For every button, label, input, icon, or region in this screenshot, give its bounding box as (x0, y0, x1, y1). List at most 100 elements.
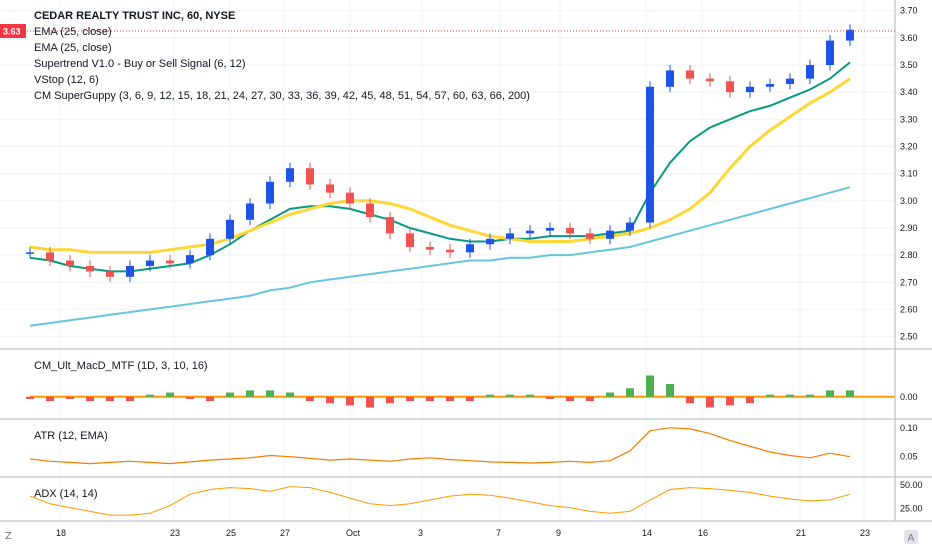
macd-bar[interactable] (406, 396, 414, 402)
macd-bar[interactable] (686, 396, 694, 404)
legend-ema-2[interactable]: EMA (25, close) (34, 42, 112, 54)
macd-bar[interactable] (506, 394, 514, 397)
adx-panel[interactable] (29, 486, 851, 516)
macd-bar[interactable] (546, 396, 554, 399)
candle-body[interactable] (166, 260, 174, 264)
macd-bar[interactable] (166, 392, 174, 397)
candle-body[interactable] (586, 233, 594, 239)
legend-supertrend[interactable]: Supertrend V1.0 - Buy or Sell Signal (6,… (34, 58, 246, 70)
legend-atr[interactable]: ATR (12, EMA) (34, 430, 108, 442)
macd-bar[interactable] (846, 390, 854, 397)
macd-bar[interactable] (826, 390, 834, 397)
price-panel[interactable] (26, 24, 854, 327)
candle-body[interactable] (826, 40, 834, 66)
atr-panel[interactable] (29, 427, 851, 465)
macd-bar[interactable] (86, 396, 94, 402)
candle-body[interactable] (366, 203, 374, 218)
macd-bar[interactable] (646, 375, 654, 397)
macd-bar[interactable] (366, 396, 374, 408)
macd-bar[interactable] (566, 396, 574, 402)
candle-body[interactable] (286, 168, 294, 182)
candle-body[interactable] (606, 230, 614, 239)
candle-body[interactable] (806, 65, 814, 79)
macd-bar[interactable] (306, 396, 314, 402)
candle-body[interactable] (786, 78, 794, 85)
candle-body[interactable] (566, 227, 574, 234)
macd-bar[interactable] (266, 390, 274, 397)
legend-ema-1[interactable]: EMA (25, close) (34, 26, 112, 38)
candle-body[interactable] (466, 244, 474, 253)
macd-bar[interactable] (706, 396, 714, 408)
macd-bar[interactable] (286, 392, 294, 397)
legend-guppy[interactable]: CM SuperGuppy (3, 6, 9, 12, 15, 18, 21, … (34, 90, 530, 102)
candle-body[interactable] (386, 217, 394, 234)
legend-macd[interactable]: CM_Ult_MacD_MTF (1D, 3, 10, 16) (34, 360, 208, 372)
macd-bar[interactable] (346, 396, 354, 406)
macd-bar[interactable] (526, 394, 534, 397)
candle-body[interactable] (726, 81, 734, 93)
candle-body[interactable] (626, 222, 634, 231)
macd-bar[interactable] (326, 396, 334, 404)
macd-bar[interactable] (106, 396, 114, 402)
candle-body[interactable] (766, 84, 774, 87)
candle-body[interactable] (406, 233, 414, 247)
candle-body[interactable] (186, 255, 194, 264)
series-line-1[interactable] (29, 61, 851, 273)
auto-scale-icon[interactable] (904, 530, 918, 544)
last-price-badge[interactable] (0, 24, 26, 38)
candle-body[interactable] (546, 227, 554, 231)
legend-vstop[interactable]: VStop (12, 6) (34, 74, 99, 86)
macd-bar[interactable] (746, 396, 754, 404)
candle-body[interactable] (146, 260, 154, 266)
candle-body[interactable] (506, 233, 514, 239)
macd-bar[interactable] (386, 396, 394, 404)
candle-body[interactable] (26, 252, 34, 254)
macd-bar[interactable] (226, 392, 234, 397)
series-line-2[interactable] (29, 77, 851, 254)
candle-body[interactable] (426, 246, 434, 250)
candle-body[interactable] (306, 168, 314, 185)
macd-bar[interactable] (786, 394, 794, 397)
macd-bar[interactable] (466, 396, 474, 402)
macd-bar[interactable] (446, 396, 454, 402)
macd-bar[interactable] (626, 388, 634, 397)
log-scale-icon[interactable]: Z (5, 531, 12, 542)
macd-bar[interactable] (186, 396, 194, 399)
macd-bar[interactable] (806, 394, 814, 397)
symbol-title[interactable]: CEDAR REALTY TRUST INC, 60, NYSE (34, 10, 235, 22)
candle-body[interactable] (666, 70, 674, 87)
atr-line[interactable] (29, 427, 851, 465)
candle-body[interactable] (346, 192, 354, 204)
candle-body[interactable] (246, 203, 254, 220)
legend-adx[interactable]: ADX (14, 14) (34, 488, 98, 500)
candle-body[interactable] (226, 219, 234, 239)
candle-body[interactable] (746, 86, 754, 93)
macd-bar[interactable] (206, 396, 214, 402)
candle-body[interactable] (66, 260, 74, 266)
candle-body[interactable] (266, 181, 274, 204)
candle-body[interactable] (126, 265, 134, 277)
macd-bar[interactable] (726, 396, 734, 406)
macd-bar[interactable] (486, 394, 494, 397)
macd-bar[interactable] (146, 394, 154, 397)
macd-bar[interactable] (766, 394, 774, 397)
candle-body[interactable] (106, 271, 114, 277)
candle-body[interactable] (326, 184, 334, 193)
candle-body[interactable] (486, 238, 494, 245)
macd-bar[interactable] (26, 396, 34, 399)
macd-bar[interactable] (586, 396, 594, 402)
macd-bar[interactable] (46, 396, 54, 402)
macd-bar[interactable] (666, 384, 674, 397)
candle-body[interactable] (46, 252, 54, 261)
candle-body[interactable] (706, 78, 714, 82)
candle-body[interactable] (446, 249, 454, 253)
macd-panel[interactable] (26, 375, 895, 408)
macd-bar[interactable] (246, 390, 254, 397)
candle-body[interactable] (526, 230, 534, 234)
series-line-3[interactable] (29, 186, 851, 327)
candle-body[interactable] (846, 29, 854, 41)
macd-bar[interactable] (66, 396, 74, 399)
macd-bar[interactable] (426, 396, 434, 402)
candle-body[interactable] (646, 86, 654, 223)
adx-line[interactable] (29, 486, 851, 516)
